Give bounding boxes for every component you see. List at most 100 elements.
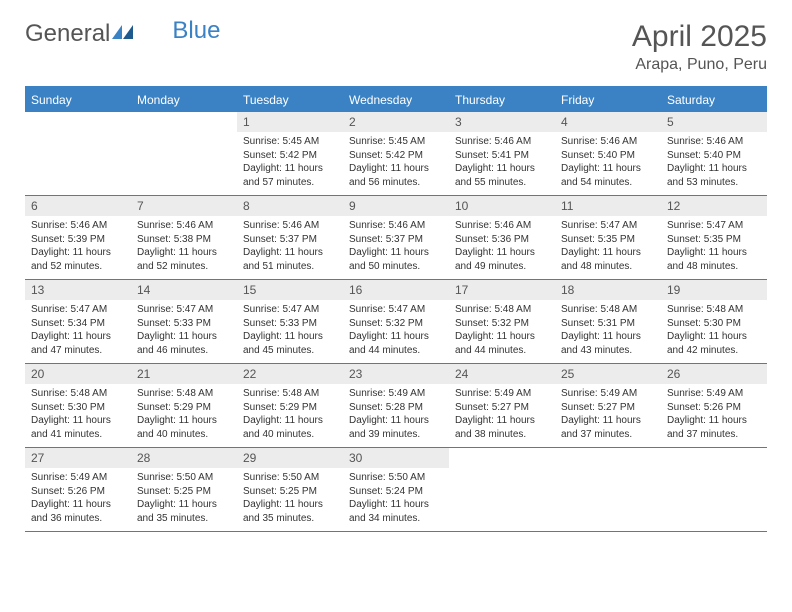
logo-text-part1: General [25, 20, 110, 48]
calendar-day-cell: 25Sunrise: 5:49 AMSunset: 5:27 PMDayligh… [555, 364, 661, 448]
day-content: Sunrise: 5:46 AMSunset: 5:40 PMDaylight:… [555, 132, 661, 195]
day-content: Sunrise: 5:46 AMSunset: 5:41 PMDaylight:… [449, 132, 555, 195]
title-block: April 2025 Arapa, Puno, Peru [632, 20, 767, 74]
day-content: Sunrise: 5:49 AMSunset: 5:26 PMDaylight:… [25, 468, 131, 531]
calendar-day-cell: 16Sunrise: 5:47 AMSunset: 5:32 PMDayligh… [343, 280, 449, 364]
day-number: 30 [343, 448, 449, 468]
calendar-day-cell: 11Sunrise: 5:47 AMSunset: 5:35 PMDayligh… [555, 196, 661, 280]
calendar-day-cell: 23Sunrise: 5:49 AMSunset: 5:28 PMDayligh… [343, 364, 449, 448]
day-number: 14 [131, 280, 237, 300]
logo-icon [112, 20, 134, 48]
day-number: 25 [555, 364, 661, 384]
day-content: Sunrise: 5:47 AMSunset: 5:35 PMDaylight:… [555, 216, 661, 279]
day-content: Sunrise: 5:49 AMSunset: 5:28 PMDaylight:… [343, 384, 449, 447]
calendar-day-cell: 17Sunrise: 5:48 AMSunset: 5:32 PMDayligh… [449, 280, 555, 364]
day-content: Sunrise: 5:49 AMSunset: 5:27 PMDaylight:… [555, 384, 661, 447]
calendar-day-cell: 19Sunrise: 5:48 AMSunset: 5:30 PMDayligh… [661, 280, 767, 364]
day-number: 8 [237, 196, 343, 216]
day-content: Sunrise: 5:46 AMSunset: 5:36 PMDaylight:… [449, 216, 555, 279]
calendar-day-cell: 27Sunrise: 5:49 AMSunset: 5:26 PMDayligh… [25, 448, 131, 532]
day-number: 3 [449, 112, 555, 132]
calendar-week-row: 1Sunrise: 5:45 AMSunset: 5:42 PMDaylight… [25, 112, 767, 196]
calendar-week-row: 20Sunrise: 5:48 AMSunset: 5:30 PMDayligh… [25, 364, 767, 448]
calendar-empty-cell [555, 448, 661, 532]
day-number: 4 [555, 112, 661, 132]
calendar-empty-cell [661, 448, 767, 532]
day-content: Sunrise: 5:48 AMSunset: 5:30 PMDaylight:… [661, 300, 767, 363]
calendar-day-cell: 12Sunrise: 5:47 AMSunset: 5:35 PMDayligh… [661, 196, 767, 280]
calendar-day-cell: 30Sunrise: 5:50 AMSunset: 5:24 PMDayligh… [343, 448, 449, 532]
location: Arapa, Puno, Peru [632, 56, 767, 74]
calendar-day-cell: 5Sunrise: 5:46 AMSunset: 5:40 PMDaylight… [661, 112, 767, 196]
day-number: 16 [343, 280, 449, 300]
day-content: Sunrise: 5:47 AMSunset: 5:32 PMDaylight:… [343, 300, 449, 363]
calendar-day-cell: 8Sunrise: 5:46 AMSunset: 5:37 PMDaylight… [237, 196, 343, 280]
calendar-day-cell: 20Sunrise: 5:48 AMSunset: 5:30 PMDayligh… [25, 364, 131, 448]
day-number: 17 [449, 280, 555, 300]
day-content: Sunrise: 5:50 AMSunset: 5:25 PMDaylight:… [131, 468, 237, 531]
calendar-day-cell: 22Sunrise: 5:48 AMSunset: 5:29 PMDayligh… [237, 364, 343, 448]
day-number: 28 [131, 448, 237, 468]
calendar-day-cell: 2Sunrise: 5:45 AMSunset: 5:42 PMDaylight… [343, 112, 449, 196]
day-number: 6 [25, 196, 131, 216]
calendar-day-cell: 14Sunrise: 5:47 AMSunset: 5:33 PMDayligh… [131, 280, 237, 364]
day-number: 9 [343, 196, 449, 216]
calendar-day-cell: 1Sunrise: 5:45 AMSunset: 5:42 PMDaylight… [237, 112, 343, 196]
day-number: 13 [25, 280, 131, 300]
calendar-day-cell: 29Sunrise: 5:50 AMSunset: 5:25 PMDayligh… [237, 448, 343, 532]
day-content: Sunrise: 5:47 AMSunset: 5:33 PMDaylight:… [237, 300, 343, 363]
month-title: April 2025 [632, 20, 767, 54]
calendar-day-cell: 4Sunrise: 5:46 AMSunset: 5:40 PMDaylight… [555, 112, 661, 196]
logo: General Blue [25, 20, 220, 48]
day-content: Sunrise: 5:49 AMSunset: 5:27 PMDaylight:… [449, 384, 555, 447]
day-content: Sunrise: 5:46 AMSunset: 5:40 PMDaylight:… [661, 132, 767, 195]
calendar-day-cell: 15Sunrise: 5:47 AMSunset: 5:33 PMDayligh… [237, 280, 343, 364]
logo-text-part2: Blue [172, 17, 220, 45]
day-number: 18 [555, 280, 661, 300]
day-content: Sunrise: 5:50 AMSunset: 5:24 PMDaylight:… [343, 468, 449, 531]
calendar-day-cell: 6Sunrise: 5:46 AMSunset: 5:39 PMDaylight… [25, 196, 131, 280]
calendar-empty-cell [25, 112, 131, 196]
day-number: 27 [25, 448, 131, 468]
weekday-header: Saturday [661, 87, 767, 112]
weekday-header: Thursday [449, 87, 555, 112]
day-number: 29 [237, 448, 343, 468]
day-number: 15 [237, 280, 343, 300]
day-content: Sunrise: 5:45 AMSunset: 5:42 PMDaylight:… [237, 132, 343, 195]
weekday-header: Wednesday [343, 87, 449, 112]
weekday-header-row: SundayMondayTuesdayWednesdayThursdayFrid… [25, 87, 767, 112]
calendar-day-cell: 26Sunrise: 5:49 AMSunset: 5:26 PMDayligh… [661, 364, 767, 448]
day-number: 12 [661, 196, 767, 216]
weekday-header: Sunday [25, 87, 131, 112]
calendar-day-cell: 10Sunrise: 5:46 AMSunset: 5:36 PMDayligh… [449, 196, 555, 280]
day-content: Sunrise: 5:47 AMSunset: 5:35 PMDaylight:… [661, 216, 767, 279]
calendar-week-row: 6Sunrise: 5:46 AMSunset: 5:39 PMDaylight… [25, 196, 767, 280]
calendar-day-cell: 7Sunrise: 5:46 AMSunset: 5:38 PMDaylight… [131, 196, 237, 280]
calendar-empty-cell [449, 448, 555, 532]
weekday-header: Monday [131, 87, 237, 112]
day-number: 19 [661, 280, 767, 300]
calendar-day-cell: 18Sunrise: 5:48 AMSunset: 5:31 PMDayligh… [555, 280, 661, 364]
day-content: Sunrise: 5:49 AMSunset: 5:26 PMDaylight:… [661, 384, 767, 447]
calendar-week-row: 27Sunrise: 5:49 AMSunset: 5:26 PMDayligh… [25, 448, 767, 532]
day-content: Sunrise: 5:48 AMSunset: 5:32 PMDaylight:… [449, 300, 555, 363]
day-content: Sunrise: 5:46 AMSunset: 5:38 PMDaylight:… [131, 216, 237, 279]
day-number: 1 [237, 112, 343, 132]
day-number: 20 [25, 364, 131, 384]
day-number: 11 [555, 196, 661, 216]
calendar-day-cell: 28Sunrise: 5:50 AMSunset: 5:25 PMDayligh… [131, 448, 237, 532]
day-content: Sunrise: 5:50 AMSunset: 5:25 PMDaylight:… [237, 468, 343, 531]
calendar-day-cell: 24Sunrise: 5:49 AMSunset: 5:27 PMDayligh… [449, 364, 555, 448]
calendar-empty-cell [131, 112, 237, 196]
day-content: Sunrise: 5:48 AMSunset: 5:31 PMDaylight:… [555, 300, 661, 363]
calendar-day-cell: 13Sunrise: 5:47 AMSunset: 5:34 PMDayligh… [25, 280, 131, 364]
header: General Blue April 2025 Arapa, Puno, Per… [25, 20, 767, 74]
calendar-week-row: 13Sunrise: 5:47 AMSunset: 5:34 PMDayligh… [25, 280, 767, 364]
day-number: 10 [449, 196, 555, 216]
day-content: Sunrise: 5:46 AMSunset: 5:37 PMDaylight:… [343, 216, 449, 279]
calendar-table: SundayMondayTuesdayWednesdayThursdayFrid… [25, 86, 767, 532]
weekday-header: Friday [555, 87, 661, 112]
day-content: Sunrise: 5:48 AMSunset: 5:29 PMDaylight:… [237, 384, 343, 447]
weekday-header: Tuesday [237, 87, 343, 112]
day-number: 21 [131, 364, 237, 384]
